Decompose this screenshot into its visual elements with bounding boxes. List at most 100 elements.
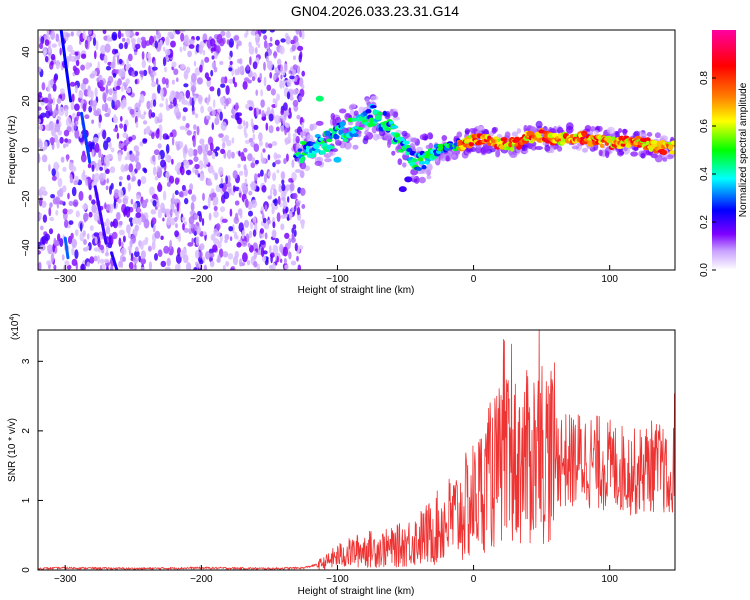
spectrogram-cell [231, 151, 235, 159]
spectrogram-cell [286, 91, 291, 100]
spectrogram-trace-cell [340, 125, 345, 130]
spectrogram-halo-cell [630, 151, 638, 157]
spectrogram-cell [174, 165, 180, 172]
spectrogram-cell [117, 198, 122, 204]
spectrogram-cell [215, 231, 221, 237]
spectrogram-cell [261, 116, 267, 121]
spectrogram-cell [91, 164, 95, 172]
spectrogram-cell [179, 30, 186, 33]
spectrogram-cell [135, 246, 139, 253]
spectrogram-cell [70, 232, 74, 240]
spectrogram-cell [280, 171, 286, 180]
spectrogram-cell [298, 95, 303, 102]
spectrogram-cell [160, 235, 164, 240]
spectrogram-cell [165, 98, 169, 107]
snr-y-label: SNR (10 * v/v) [7, 418, 18, 482]
spectrogram-cell [74, 129, 80, 139]
spectrogram-cell [206, 181, 213, 186]
spectrogram-cell [183, 160, 190, 169]
spectrogram-cell [232, 256, 239, 266]
spectrogram-cell [270, 88, 276, 96]
spectrogram-cell [235, 112, 240, 121]
spectrogram-cell [122, 235, 126, 243]
spectrogram-cell [105, 65, 112, 71]
spectrogram-cell [41, 82, 46, 91]
spectrogram-cell [228, 55, 231, 61]
spectrogram-cell [48, 228, 54, 235]
spectrogram-cell [292, 64, 298, 70]
spectrogram-cell [282, 79, 285, 89]
spectrogram-cell [152, 99, 157, 107]
spectrogram-cell [168, 104, 174, 109]
spectrogram-cell [89, 73, 95, 79]
spectrogram-cell [151, 81, 157, 88]
spectrogram-cell [92, 37, 97, 47]
spectrogram-cell [285, 184, 291, 191]
spectrogram-cell [188, 216, 195, 225]
spectrogram-halo-cell [605, 150, 610, 159]
spectrogram-cell [235, 102, 239, 112]
spectrogram-cell [301, 70, 306, 77]
spectrogram-cell [215, 45, 221, 54]
spectrogram-cell [207, 115, 211, 121]
spectrogram-halo-cell [311, 123, 317, 130]
spectrogram-cell [291, 232, 295, 240]
spectrogram-cell [228, 38, 234, 48]
spectrogram-cell [80, 64, 85, 71]
spectrogram-cell [136, 194, 140, 200]
spectrogram-halo-cell [441, 135, 448, 141]
spectrogram-trace-cell [352, 133, 359, 137]
spectrogram-trace-cell [342, 138, 349, 143]
spectrogram-cell [258, 132, 263, 142]
spectrogram-cell [199, 138, 205, 145]
spectrogram-cell [55, 33, 60, 42]
spectrogram-cell [253, 107, 257, 118]
spectrogram-cell [94, 87, 98, 98]
spectrogram-cell [301, 122, 304, 130]
spectrogram-cell [233, 231, 238, 240]
spectrogram-cell [260, 89, 263, 97]
spectrogram-cell [92, 100, 98, 107]
spectrogram-cell [215, 223, 221, 231]
spectrogram-cell [120, 254, 123, 264]
spectrogram-cell [69, 81, 76, 87]
spectrogram-cell [157, 84, 161, 94]
spectrogram-cell [97, 255, 100, 265]
spectrogram-halo-cell [314, 160, 323, 166]
spectrogram-cell [237, 124, 243, 130]
spectrogram-cell [98, 79, 104, 88]
spectrogram-cell [59, 88, 65, 94]
spectrogram-cell [249, 56, 252, 66]
spectrogram-cell [167, 31, 174, 37]
spectrogram-cell [89, 225, 94, 232]
spectrogram-cell [281, 183, 286, 192]
spectrogram-cell [111, 99, 115, 109]
spectrogram-cell [99, 166, 103, 171]
spectrogram-halo-cell [445, 155, 450, 162]
spectrogram-cell [296, 201, 301, 208]
spectrogram-cell [260, 99, 265, 108]
spectrogram-cell [238, 170, 244, 176]
spectrogram-cell [266, 84, 272, 92]
spectrogram-cell [148, 109, 153, 119]
spectrogram-cell [191, 110, 196, 116]
spectrogram-x-tick-label: −300 [54, 274, 77, 285]
spectrogram-cell [248, 210, 253, 217]
spectrogram-cell [197, 210, 202, 217]
spectrogram-cell [210, 233, 216, 241]
spectrogram-cell [86, 233, 90, 240]
spectrogram-cell [86, 261, 91, 268]
spectrogram-cell [282, 246, 288, 257]
spectrogram-cell [48, 43, 52, 54]
spectrogram-halo-cell [566, 122, 574, 130]
spectrogram-cell [110, 182, 114, 190]
spectrogram-cell [104, 202, 107, 210]
spectrogram-cell [212, 244, 218, 253]
spectrogram-trace-cell [377, 111, 383, 116]
spectrogram-cell [158, 167, 162, 176]
spectrogram-cell [209, 86, 215, 92]
spectrogram-cell [157, 154, 161, 161]
spectrogram-halo-cell [640, 153, 646, 159]
spectrogram-cell [220, 30, 226, 37]
spectrogram-halo-cell [416, 146, 423, 152]
